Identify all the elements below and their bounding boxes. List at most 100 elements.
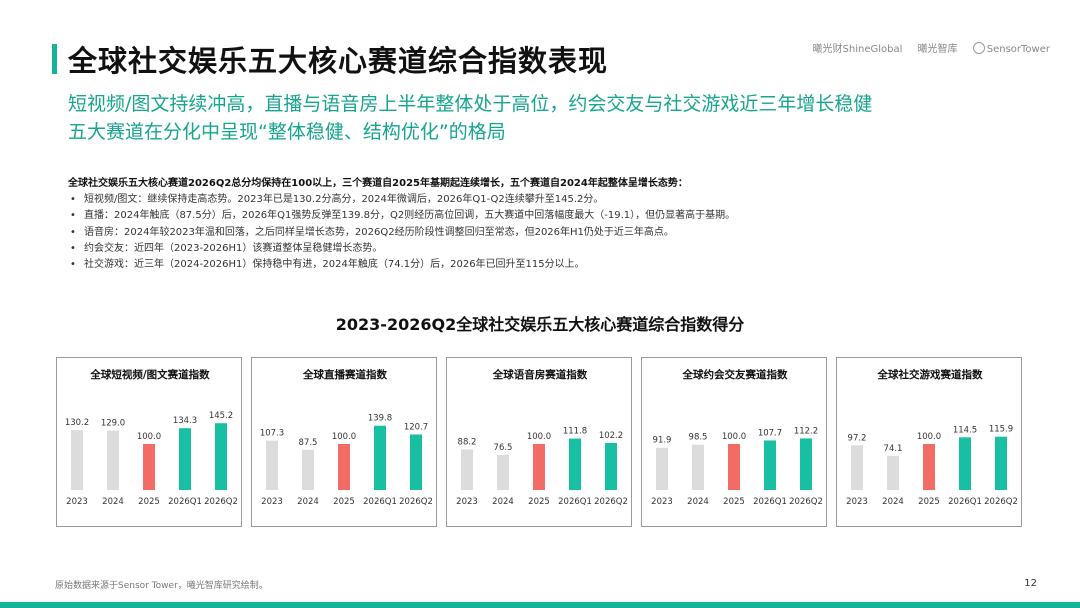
bar	[497, 454, 509, 490]
bar	[605, 442, 617, 490]
page-title: 全球社交娱乐五大核心赛道综合指数表现	[68, 44, 609, 78]
chart-panel-voice-room: 全球语音房赛道指数 88.2 2023 76.5 2024 100.0 2025 111.8 2…	[446, 357, 632, 527]
chart-svg: 全球约会交友赛道指数 91.9 2023 98.5 2024 100.0 2025 107.7…	[651, 368, 823, 507]
bar	[533, 444, 545, 490]
bar	[374, 425, 386, 490]
data-label: 100.0	[527, 432, 551, 442]
bar	[569, 438, 581, 490]
bar	[692, 444, 704, 490]
chart-svg: 全球社交游戏赛道指数 97.2 2023 74.1 2024 100.0 2025 114.5…	[846, 368, 1018, 507]
bar	[887, 455, 899, 490]
subtitle-line-1: 短视频/图文持续冲高，直播与语音房上半年整体处于高位，约会交友与社交游戏近三年增…	[68, 93, 873, 115]
data-label: 107.3	[260, 429, 284, 439]
data-label: 114.5	[953, 425, 977, 435]
x-tick-label: 2023	[456, 497, 478, 507]
x-tick-label: 2024	[492, 497, 514, 507]
x-tick-label: 2024	[297, 497, 319, 507]
chart-svg: 全球短视频/图文赛道指数 130.2 2023 129.0 2024 100.0 2025 1…	[65, 368, 238, 507]
bar	[179, 428, 191, 490]
data-label: 100.0	[137, 432, 161, 442]
summary-bullet-voice-room: 语音房：2024年较2023年温和回落，之后同样呈增长态势，2026Q2经历阶段…	[68, 225, 1028, 241]
x-tick-label: 2025	[138, 497, 160, 507]
data-label: 100.0	[917, 432, 941, 442]
chart-panel-social-game: 全球社交游戏赛道指数 97.2 2023 74.1 2024 100.0 2025 114.5…	[836, 357, 1022, 527]
x-tick-label: 2023	[846, 497, 868, 507]
bar	[215, 423, 227, 490]
x-tick-label: 2023	[651, 497, 673, 507]
data-label: 87.5	[299, 438, 318, 448]
bar	[800, 438, 812, 490]
chart-title: 全球直播赛道指数	[302, 368, 387, 381]
data-label: 91.9	[653, 436, 672, 446]
chart-svg: 全球语音房赛道指数 88.2 2023 76.5 2024 100.0 2025 111.8 2…	[456, 368, 628, 507]
shineglobal-logo: 曦光财ShineGlobal	[812, 44, 903, 55]
bar	[266, 440, 278, 490]
bar	[764, 440, 776, 490]
sensortower-logo: SensorTower	[972, 42, 1050, 55]
chart-title: 全球社交游戏赛道指数	[877, 368, 983, 381]
x-tick-label: 2026Q2	[594, 497, 628, 507]
summary-list: 短视频/图文：继续保持走高态势。2023年已是130.2分高分，2024年微调后…	[68, 192, 1028, 273]
bar	[728, 444, 740, 490]
bar	[851, 445, 863, 490]
subtitle: 短视频/图文持续冲高，直播与语音房上半年整体处于高位，约会交友与社交游戏近三年增…	[68, 90, 872, 146]
data-label: 98.5	[689, 433, 708, 443]
bar	[143, 444, 155, 490]
chart-panel-live: 全球直播赛道指数 107.3 2023 87.5 2024 100.0 2025 139.8 2…	[251, 357, 437, 527]
bar	[656, 447, 668, 490]
summary-bullet-short-video: 短视频/图文：继续保持走高态势。2023年已是130.2分高分，2024年微调后…	[68, 192, 1028, 208]
data-label: 88.2	[458, 437, 477, 447]
bar	[959, 437, 971, 490]
brand-logos: 曦光财ShineGlobal 曦光智库 SensorTower	[801, 40, 1050, 55]
bottom-accent-bar	[0, 602, 1080, 608]
chart-title: 全球短视频/图文赛道指数	[89, 368, 210, 381]
data-label: 111.8	[563, 427, 587, 437]
sensortower-icon	[972, 42, 985, 54]
x-tick-label: 2025	[918, 497, 940, 507]
data-label: 100.0	[332, 432, 356, 442]
shine-thinktank-logo: 曦光智库	[917, 44, 958, 55]
bar	[107, 430, 119, 490]
x-tick-label: 2024	[882, 497, 904, 507]
data-label: 115.9	[989, 425, 1013, 435]
data-label: 120.7	[404, 422, 428, 432]
x-tick-label: 2025	[333, 497, 355, 507]
x-tick-label: 2026Q2	[789, 497, 823, 507]
data-label: 112.2	[794, 426, 818, 436]
chart-svg: 全球直播赛道指数 107.3 2023 87.5 2024 100.0 2025 139.8 2…	[260, 368, 433, 507]
summary-block: 全球社交娱乐五大核心赛道2026Q2总分均保持在100以上，三个赛道自2025年…	[68, 176, 1028, 273]
chart-title: 全球约会交友赛道指数	[682, 368, 788, 381]
x-tick-label: 2025	[528, 497, 550, 507]
title-accent-bar	[52, 44, 57, 74]
bar	[410, 434, 422, 490]
chart-panel-dating: 全球约会交友赛道指数 91.9 2023 98.5 2024 100.0 2025 107.7…	[641, 357, 827, 527]
bar	[71, 430, 83, 490]
bar	[995, 436, 1007, 490]
x-tick-label: 2023	[261, 497, 283, 507]
x-tick-label: 2024	[687, 497, 709, 507]
bar	[302, 449, 314, 490]
summary-bullet-live: 直播：2024年触底（87.5分）后，2026年Q1强势反弹至139.8分，Q2…	[68, 208, 1028, 224]
summary-bullet-social-game: 社交游戏：近三年（2024-2026H1）保持稳中有进，2024年触底（74.1…	[68, 257, 1028, 273]
x-tick-label: 2025	[723, 497, 745, 507]
x-tick-label: 2026Q1	[558, 497, 592, 507]
x-tick-label: 2026Q1	[753, 497, 787, 507]
x-tick-label: 2026Q2	[399, 497, 433, 507]
bar	[923, 444, 935, 490]
bar	[338, 444, 350, 490]
data-label: 139.8	[368, 414, 392, 424]
data-label: 134.3	[173, 416, 197, 426]
charts-section-title: 2023-2026Q2全球社交娱乐五大核心赛道综合指数得分	[335, 315, 745, 334]
data-label: 100.0	[722, 432, 746, 442]
data-label: 145.2	[209, 411, 233, 421]
page-number: 12	[1024, 578, 1037, 589]
x-tick-label: 2026Q2	[204, 497, 238, 507]
summary-lead: 全球社交娱乐五大核心赛道2026Q2总分均保持在100以上，三个赛道自2025年…	[68, 178, 688, 189]
x-tick-label: 2024	[102, 497, 124, 507]
x-tick-label: 2026Q1	[948, 497, 982, 507]
x-tick-label: 2026Q1	[363, 497, 397, 507]
data-label: 74.1	[884, 444, 903, 454]
data-label: 97.2	[848, 433, 867, 443]
data-label: 129.0	[101, 419, 125, 429]
summary-bullet-dating: 约会交友：近四年（2023-2026H1）该赛道整体呈稳健增长态势。	[68, 241, 1028, 257]
